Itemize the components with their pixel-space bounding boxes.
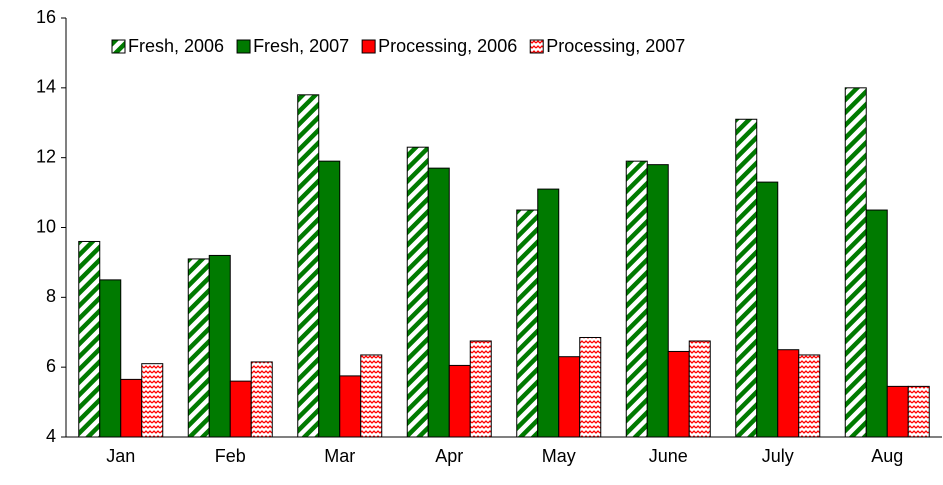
- bar: [99, 279, 122, 438]
- bar: [907, 385, 930, 438]
- bar: [579, 336, 602, 438]
- bar: [360, 354, 383, 438]
- legend-label: Fresh, 2007: [253, 36, 349, 56]
- x-tick-label: Jan: [106, 446, 135, 466]
- bar: [120, 378, 143, 438]
- bar: [886, 385, 909, 438]
- bar: [297, 94, 320, 438]
- legend-label: Fresh, 2006: [128, 36, 224, 56]
- bar: [208, 254, 231, 438]
- legend-swatch: [361, 39, 376, 54]
- bar: [250, 361, 273, 438]
- y-tick-label: 8: [46, 286, 56, 306]
- bar: [844, 87, 867, 438]
- x-tick-label: June: [649, 446, 688, 466]
- bar: [78, 240, 101, 438]
- bar: [756, 181, 779, 438]
- x-tick-label: Aug: [871, 446, 903, 466]
- y-tick-label: 6: [46, 356, 56, 376]
- x-tick-label: July: [762, 446, 794, 466]
- x-tick-label: Feb: [215, 446, 246, 466]
- bar: [427, 167, 450, 438]
- legend-swatch: [111, 39, 126, 54]
- y-tick-label: 10: [36, 216, 56, 236]
- bar: [646, 164, 669, 438]
- bar: [667, 350, 690, 438]
- bar: [141, 363, 164, 438]
- bar: [865, 209, 888, 438]
- legend-swatch: [236, 39, 251, 54]
- x-tick-label: Mar: [324, 446, 355, 466]
- bar: [516, 209, 539, 438]
- bar: [229, 380, 252, 438]
- bar: [448, 364, 471, 438]
- bar: [558, 356, 581, 438]
- bar: [625, 160, 648, 438]
- bar: [798, 354, 821, 438]
- bar: [187, 258, 210, 438]
- bar: [777, 349, 800, 438]
- y-tick-label: 16: [36, 7, 56, 27]
- bar: [688, 340, 711, 438]
- legend-label: Processing, 2007: [546, 36, 685, 56]
- x-tick-label: May: [542, 446, 576, 466]
- bar: [318, 160, 341, 438]
- legend-swatch: [529, 39, 544, 54]
- bar: [339, 375, 362, 438]
- bar: [406, 146, 429, 438]
- x-tick-label: Apr: [435, 446, 463, 466]
- bar: [537, 188, 560, 438]
- legend-label: Processing, 2006: [378, 36, 517, 56]
- bar: [735, 118, 758, 438]
- y-tick-label: 12: [36, 146, 56, 166]
- y-tick-label: 14: [36, 77, 56, 97]
- y-tick-label: 4: [46, 426, 56, 446]
- bar: [469, 340, 492, 438]
